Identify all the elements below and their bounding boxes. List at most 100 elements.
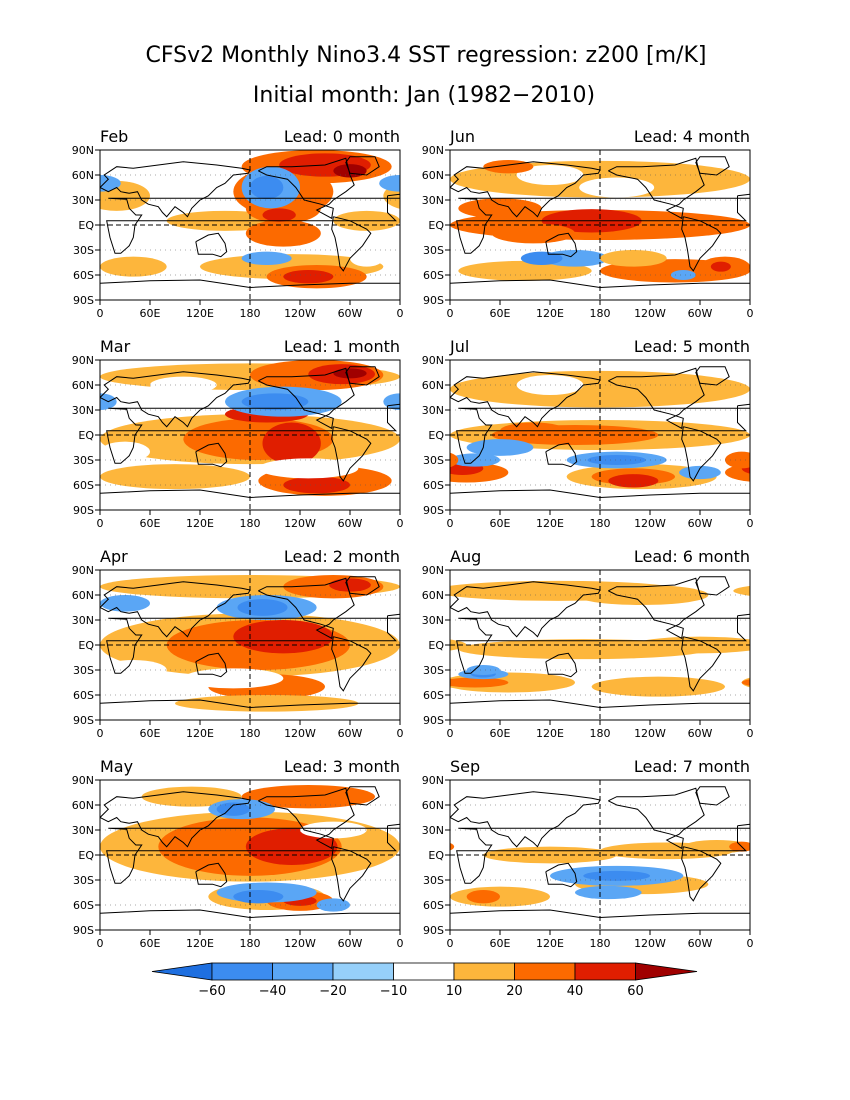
contour-blob <box>587 455 646 465</box>
contour-blob <box>750 887 850 907</box>
lat-tick-label: EQ <box>78 429 94 442</box>
map-panel: 0 60E 120E 180 120W 60W 0 90N 60N 30N EQ 30S 60S 90S S… <box>422 757 850 950</box>
colorbar-label: −40 <box>259 984 286 999</box>
lon-tick-label: 0 <box>397 307 404 320</box>
contour-blob <box>329 578 371 592</box>
contour-blob <box>100 595 150 612</box>
panel-lead: Lead: 0 month <box>284 127 400 146</box>
lat-tick-label: EQ <box>78 219 94 232</box>
colorbar-swatch <box>211 962 273 981</box>
coastline <box>681 636 722 692</box>
contour-blob <box>450 677 509 688</box>
colorbar-swatch <box>393 962 455 981</box>
lon-tick-label: 60W <box>688 517 713 530</box>
contour-blob <box>483 160 534 174</box>
contour-blob <box>233 620 334 654</box>
lat-tick-label: 30S <box>423 664 444 677</box>
lon-tick-label: 0 <box>447 937 454 950</box>
coastline <box>195 232 228 258</box>
lon-tick-label: 60W <box>688 937 713 950</box>
contour-blob <box>245 828 338 866</box>
contour-blob <box>608 474 659 488</box>
lat-tick-label: 30S <box>73 454 94 467</box>
contour-blob <box>600 250 667 267</box>
lat-tick-label: 60S <box>73 899 94 912</box>
lon-tick-label: 120E <box>536 307 564 320</box>
lat-tick-label: 60N <box>422 799 444 812</box>
lat-tick-label: 30N <box>422 824 444 837</box>
lat-tick-label: 30S <box>73 664 94 677</box>
lat-tick-label: EQ <box>78 639 94 652</box>
map-panel: 0 60E 120E 180 120W 60W 0 90N 60N 30N EQ 30S 60S 90S M… <box>72 337 404 530</box>
lon-tick-label: 120E <box>186 937 214 950</box>
lat-tick-label: 90S <box>423 714 444 727</box>
contour-blob <box>100 679 109 694</box>
lon-tick-label: 60E <box>140 727 161 740</box>
coastline <box>681 216 722 272</box>
panel-month: Feb <box>100 127 128 146</box>
contour-blob <box>458 260 592 281</box>
coastline <box>106 403 400 464</box>
coastline <box>195 862 228 888</box>
contour-blob <box>0 812 100 882</box>
panel-month: May <box>100 757 133 776</box>
contour-blob <box>450 842 455 851</box>
coastline <box>456 193 750 254</box>
coastline <box>345 156 380 176</box>
lon-tick-label: 120W <box>284 517 316 530</box>
contour-blob <box>375 678 400 695</box>
colorbar-label: −20 <box>319 984 346 999</box>
lon-tick-label: 60E <box>140 307 161 320</box>
contour-blob <box>379 175 400 192</box>
lat-tick-label: 90S <box>423 504 444 517</box>
coastline <box>608 787 705 850</box>
contour-blob <box>175 695 359 712</box>
lon-tick-label: 0 <box>397 937 404 950</box>
colorbar-swatch <box>574 962 636 981</box>
contour-blob <box>216 802 250 816</box>
coastline <box>608 157 705 220</box>
colorbar-label: 20 <box>506 984 523 999</box>
coastline <box>345 576 380 596</box>
colorbar-label: 10 <box>446 984 463 999</box>
coastline <box>331 846 372 902</box>
contour-blob <box>575 585 709 605</box>
map-panel: 0 60E 120E 180 120W 60W 0 90N 60N 30N EQ 30S 60S 90S M… <box>0 757 404 950</box>
panel-lead: Lead: 5 month <box>634 337 750 356</box>
lat-tick-label: EQ <box>428 219 444 232</box>
contour-blob <box>241 785 375 809</box>
contour-blob <box>237 599 288 616</box>
lon-tick-label: 120W <box>284 727 316 740</box>
lon-tick-label: 180 <box>240 727 261 740</box>
lat-tick-label: 60N <box>72 799 94 812</box>
panel-month: Apr <box>100 547 128 566</box>
lat-tick-label: 90N <box>422 774 444 787</box>
lon-tick-label: 120W <box>284 307 316 320</box>
map-panel: 0 60E 120E 180 120W 60W 0 90N 60N 30N EQ 30S 60S 90S A… <box>422 547 754 740</box>
lat-tick-label: EQ <box>78 849 94 862</box>
coastline <box>106 613 400 674</box>
lat-tick-label: 60N <box>422 379 444 392</box>
contour-blob <box>233 890 284 904</box>
contour-blob <box>741 679 750 686</box>
coastline <box>456 823 750 884</box>
lon-tick-label: 120E <box>536 727 564 740</box>
lat-tick-label: 30S <box>423 244 444 257</box>
lat-tick-label: 60N <box>72 379 94 392</box>
contour-blob <box>283 270 334 284</box>
lon-tick-label: 60E <box>140 937 161 950</box>
colorbar: −60 −40 −20 −10 10 20 40 60 <box>151 962 698 999</box>
coastline <box>545 862 578 888</box>
panel-lead: Lead: 6 month <box>634 547 750 566</box>
coastline <box>331 426 372 482</box>
lon-tick-label: 0 <box>747 937 754 950</box>
contour-blob <box>241 393 309 410</box>
lat-tick-label: 30N <box>72 824 94 837</box>
lon-tick-label: 120E <box>186 727 214 740</box>
colorbar-label: −10 <box>380 984 407 999</box>
contour-blob <box>316 898 351 912</box>
contour-blob <box>350 250 384 267</box>
contour-blob <box>466 665 501 675</box>
lat-tick-label: 90S <box>73 714 94 727</box>
